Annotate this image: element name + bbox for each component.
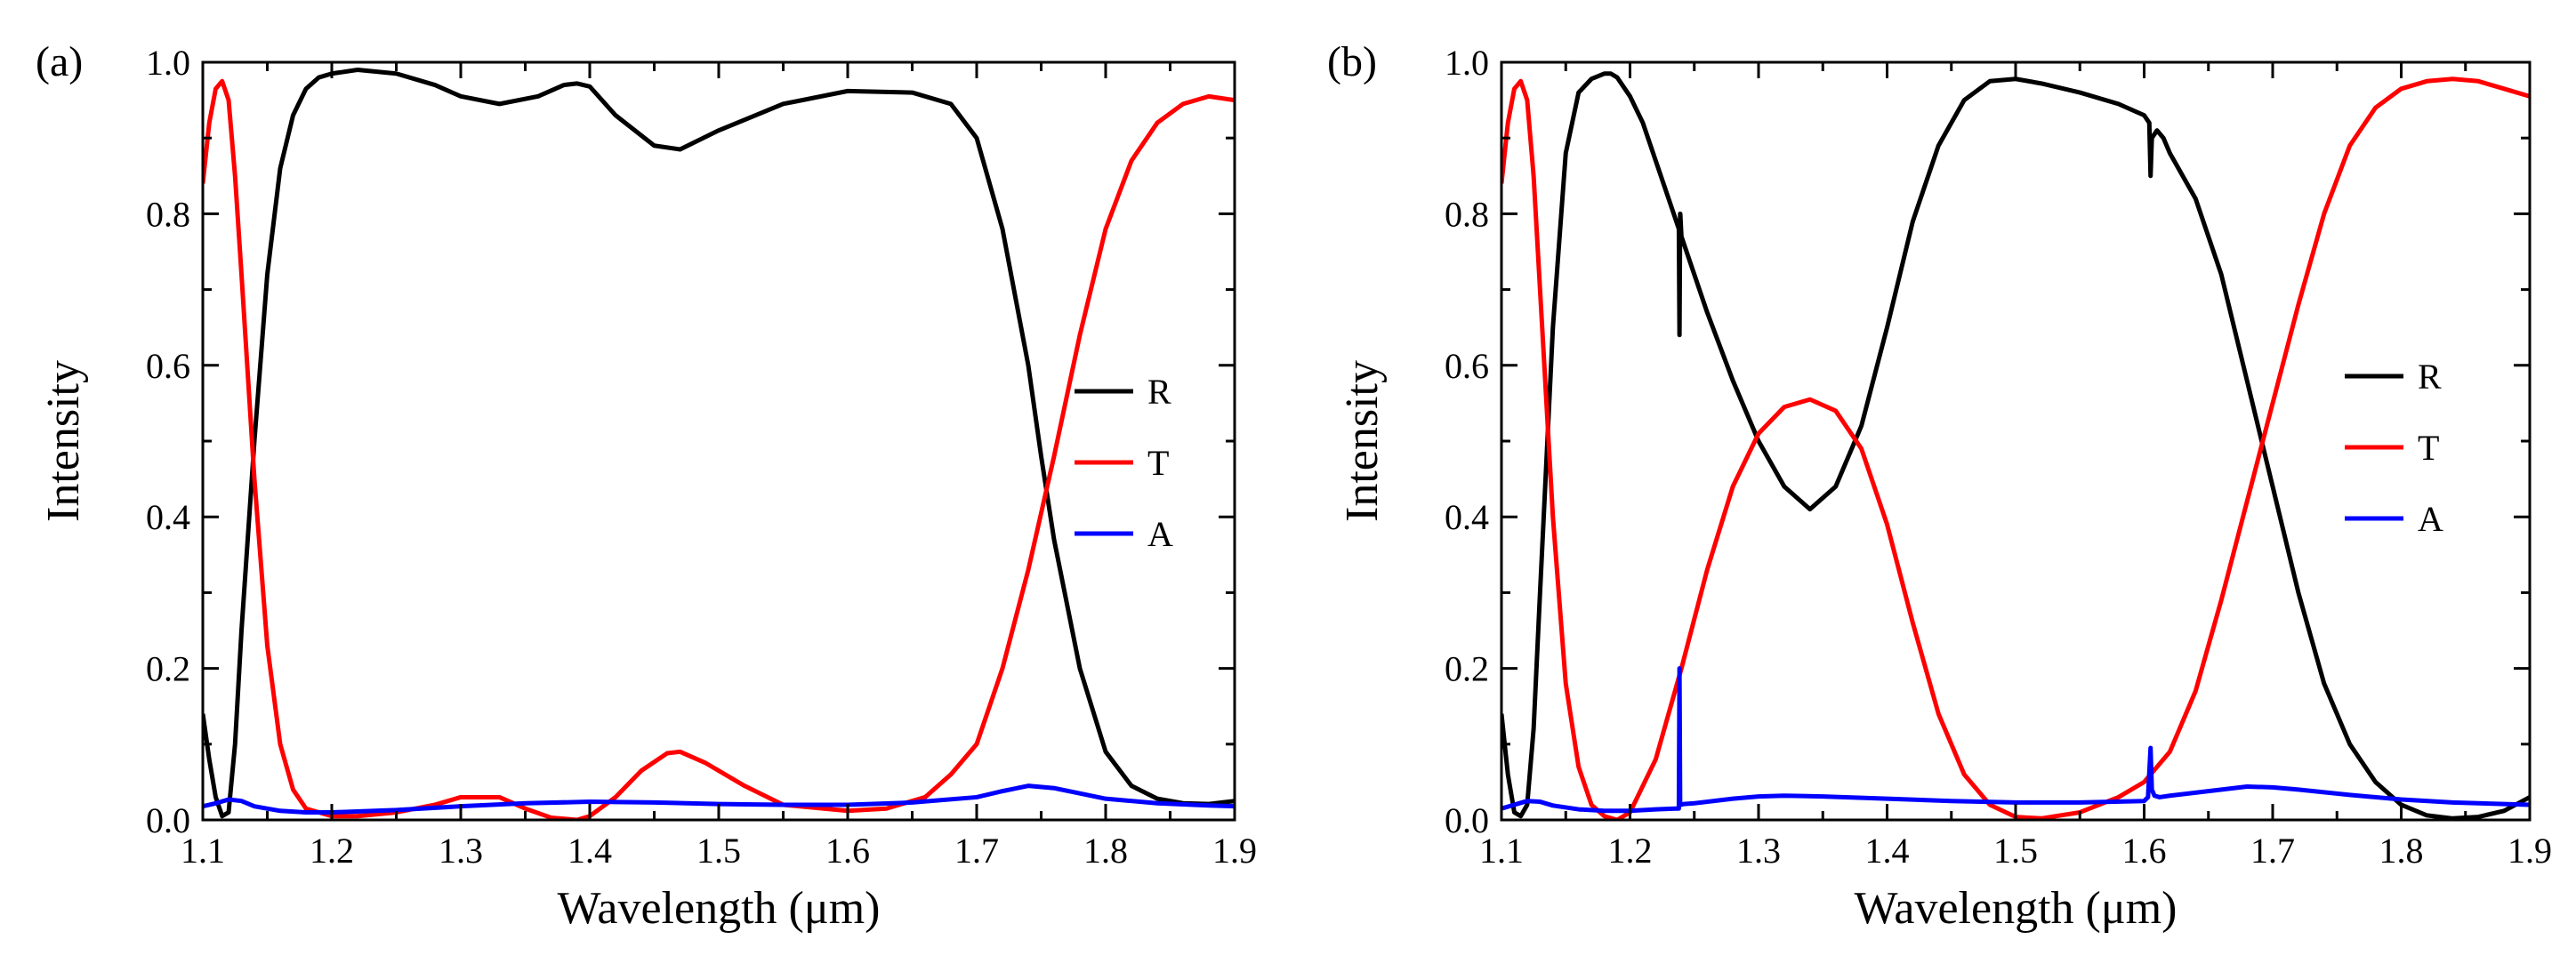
panel-label: (a) — [36, 38, 83, 85]
y-axis-title: Intensity — [1337, 360, 1388, 522]
y-tick-label: 0.0 — [1445, 800, 1489, 840]
x-tick-label: 1.2 — [1608, 831, 1653, 871]
x-tick-label: 1.8 — [2379, 831, 2424, 871]
x-tick-label: 1.6 — [2122, 831, 2167, 871]
legend-label-a: A — [2418, 499, 2443, 539]
y-tick-label: 0.4 — [1445, 497, 1489, 537]
x-tick-label: 1.1 — [1479, 831, 1524, 871]
x-tick-label: 1.5 — [1993, 831, 2038, 871]
y-axis-title: Intensity — [38, 360, 89, 522]
x-tick-label: 1.7 — [954, 831, 999, 871]
legend-label-t: T — [2418, 428, 2439, 468]
x-tick-label: 1.8 — [1083, 831, 1128, 871]
x-axis-title: Wavelength (μm) — [557, 883, 880, 934]
x-tick-label: 1.1 — [181, 831, 225, 871]
series-line-t — [1501, 76, 2530, 820]
series-line-a — [203, 783, 1235, 815]
y-tick-label: 0.2 — [1445, 649, 1489, 689]
x-axis-title: Wavelength (μm) — [1854, 883, 2177, 934]
legend-label-r: R — [2418, 357, 2442, 397]
legend: RTA — [2345, 357, 2443, 539]
x-tick-label: 1.4 — [568, 831, 612, 871]
legend-label-r: R — [1147, 372, 1171, 412]
y-tick-label: 1.0 — [1445, 43, 1489, 83]
x-tick-label: 1.3 — [1736, 831, 1781, 871]
series-line-r — [1501, 71, 2530, 820]
series-line-t — [203, 78, 1235, 820]
y-tick-label: 0.6 — [146, 346, 190, 386]
x-tick-label: 1.4 — [1865, 831, 1910, 871]
y-tick-label: 0.6 — [1445, 346, 1489, 386]
legend-label-a: A — [1147, 514, 1173, 554]
panel-a: 1.1 1.2 1.3 1.4 1.5 1.6 1.7 1.8 1.9 0.0 0.2 0.4 0.6 0… — [36, 38, 1257, 934]
series-line-r — [203, 68, 1235, 819]
x-tick-label: 1.9 — [1212, 831, 1257, 871]
x-tick-label: 1.3 — [439, 831, 483, 871]
legend-label-t: T — [1147, 443, 1169, 483]
y-tick-label: 0.0 — [146, 800, 190, 840]
x-tick-label: 1.6 — [825, 831, 870, 871]
panel-label: (b) — [1327, 38, 1377, 85]
y-tick-label: 0.2 — [146, 649, 190, 689]
x-tick-label: 1.2 — [310, 831, 354, 871]
y-tick-label: 0.4 — [146, 497, 190, 537]
x-tick-label: 1.7 — [2250, 831, 2295, 871]
legend: RTA — [1075, 372, 1173, 554]
panel-b: 1.1 1.2 1.3 1.4 1.5 1.6 1.7 1.8 1.9 0.0 0.2 0.4 0.6 0… — [1327, 38, 2552, 934]
y-tick-label: 0.8 — [146, 194, 190, 234]
y-tick-label: 1.0 — [146, 43, 190, 83]
x-tick-label: 1.9 — [2508, 831, 2552, 871]
plot-frame — [201, 60, 1236, 822]
plot-frame — [1500, 60, 2532, 822]
y-tick-label: 0.8 — [1445, 194, 1489, 234]
x-tick-label: 1.5 — [696, 831, 741, 871]
series-line-a — [1501, 666, 2530, 814]
